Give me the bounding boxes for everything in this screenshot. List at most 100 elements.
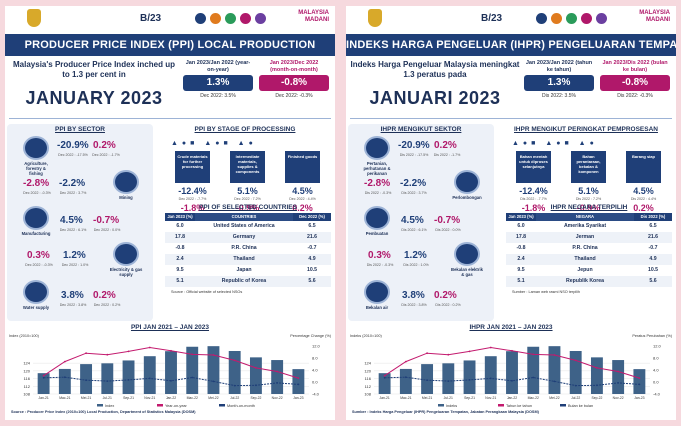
sector-agriculture-mom-prev: Dec 2022 : -1.7% <box>92 153 120 157</box>
stage-finished-label: Finished goods <box>285 151 320 183</box>
cell-country: Jepun <box>577 267 593 273</box>
cell-jan: -0.8 <box>175 245 185 251</box>
right-tick-label: -4.0 <box>653 392 661 397</box>
sector-mining-yoy: -2.8% <box>364 178 391 189</box>
mom-line-point <box>42 376 45 379</box>
yoy-line-point <box>191 353 194 356</box>
left-axis-label: Index (2010=100) <box>9 334 40 338</box>
index-bar <box>612 360 625 394</box>
legend-label: Year-on-year <box>165 404 188 408</box>
agency-logo-icon <box>581 13 592 24</box>
cell-dec: 4.9 <box>308 256 316 262</box>
ppi-combo-chart: Index (2010=100) Percentage Change (%) 124… <box>9 334 332 408</box>
x-tick-label: Nov-22 <box>272 396 283 400</box>
cell-jan: 6.0 <box>517 223 525 229</box>
sector-mining-yoy-prev: Dec 2022 : -0.3% <box>23 191 51 195</box>
left-axis-label: Indeks (2010=100) <box>350 334 383 338</box>
index-bar <box>228 350 241 394</box>
sector-water-mom-prev: Dis 2022 : 0.2% <box>435 303 461 307</box>
legend-label: Bulan ke bulan <box>568 404 593 408</box>
left-tick-label: 120 <box>23 368 30 373</box>
index-bar <box>186 346 199 394</box>
section-divider <box>9 118 331 119</box>
yoy-line-point <box>106 353 109 356</box>
yoy-line-point <box>63 360 66 363</box>
sector-section-title: PPI BY SECTOR <box>55 126 105 133</box>
index-bar <box>548 346 561 394</box>
x-tick-label: Mac-21 <box>59 396 70 400</box>
yoy-line-point <box>404 360 407 363</box>
source-note: Source : Producer Price Index (2010=100)… <box>11 410 196 414</box>
sector-agriculture-yoy-prev: Dec 2022 : -17.5% <box>58 153 88 157</box>
table-row: 2.4 Thailand 4.9 <box>506 254 672 265</box>
countries-table: IHPR NEGARA TERPILIH Jan 2023 (%) NEGARA… <box>506 204 672 287</box>
kpi-year-on-year: Jan 2023/Jan 2022 (year-on-year) 1.3% De… <box>183 60 253 99</box>
table-row: 5.1 Republik Korea 5.6 <box>506 276 672 287</box>
right-tick-label: 8.0 <box>653 356 659 361</box>
sector-electricity-yoy: 0.3% <box>368 250 391 261</box>
sector-label-electricity: Electricity & gas supply <box>109 267 143 277</box>
mom-line-point <box>297 383 300 386</box>
cell-jan: 5.1 <box>176 278 184 284</box>
index-bar <box>165 351 177 394</box>
mom-line-point <box>85 379 87 382</box>
x-tick-label: Jul-22 <box>571 396 580 400</box>
stage-section-title: PPI BY STAGE OF PROCESSING <box>194 126 296 133</box>
cell-dec: 4.9 <box>649 256 657 262</box>
agency-logo-icon <box>240 13 251 24</box>
left-tick-label: 120 <box>364 368 371 373</box>
dosm-logo-icon <box>536 13 547 24</box>
malaysia-madani-logo: MALAYSIA MADANI <box>639 10 670 23</box>
x-tick-label: Sep-22 <box>591 396 602 400</box>
x-tick-label: Jul-22 <box>230 396 239 400</box>
table-row: 9.5 Japan 10.5 <box>165 265 331 276</box>
bm23-logo: B/23 <box>481 13 503 24</box>
sector-mining-yoy-prev: Dis 2022 : -0.3% <box>364 191 392 195</box>
table-row: 6.0 United States of America 6.5 <box>165 221 331 232</box>
x-tick-label: Sep-21 <box>123 396 134 400</box>
chart-title: PPI JAN 2021 – JAN 2023 <box>130 324 210 331</box>
infographic-panel-malay: B/23 MALAYSIA MADANI INDEKS HARGA PENGEL… <box>346 6 676 420</box>
stage-intermediate-label: Bahan perantaraan, bekalan & komponen <box>571 151 606 183</box>
x-tick-label: Nov-22 <box>613 396 624 400</box>
countries-table: PPI OF SELECTED COUNTRIES Jan 2023 (%) C… <box>165 204 331 287</box>
kpi-mom-label: Jan 2023/Dec 2022 (month-on-month) <box>269 60 319 73</box>
mom-line-point <box>532 376 535 379</box>
sector-water-yoy: 3.8% <box>402 290 425 301</box>
right-tick-label: 8.0 <box>312 356 318 361</box>
kpi-yoy-value: 1.3% <box>524 75 594 91</box>
government-crest-icon <box>27 9 41 27</box>
mom-line-point <box>383 376 386 379</box>
mom-line-point <box>233 384 236 387</box>
reference-month: JANUARY 2023 <box>25 88 163 108</box>
yoy-line-point <box>170 349 172 352</box>
legend-swatch <box>157 404 163 407</box>
legend-label: Month-on-month <box>227 404 255 408</box>
yoy-line-point <box>42 374 45 377</box>
cell-country: Japan <box>236 267 252 273</box>
sector-label-manufacturing: Manufacturing <box>21 231 51 236</box>
col-country: COUNTRIES <box>195 213 293 221</box>
sector-water-mom: 0.2% <box>93 290 116 301</box>
kpi-mom-value: -0.8% <box>259 75 329 91</box>
cell-country: United States of America <box>213 223 275 229</box>
sector-agriculture-mom-prev: Dis 2022 : -1.7% <box>433 153 461 157</box>
index-bar <box>399 368 412 394</box>
cell-dec: -0.7 <box>648 245 658 251</box>
countries-table-body: 6.0 Amerika Syarikat 6.5 17.8 Jerman 21.6 -0… <box>506 221 672 287</box>
stage-intermediate-yoy-prev: Dis 2022 : 7.2% <box>575 197 602 201</box>
sector-manufacturing-mom: -0.7% <box>434 215 461 226</box>
right-tick-label: -4.0 <box>312 392 320 397</box>
x-tick-label: Jan-21 <box>379 396 389 400</box>
index-bar <box>80 364 93 394</box>
partner-logo-icon <box>596 13 607 24</box>
stage-finished-label: Barang siap <box>626 151 661 183</box>
cell-jan: 9.5 <box>176 267 184 273</box>
mom-line-point <box>553 380 556 383</box>
cell-jan: 2.4 <box>176 256 184 262</box>
reference-month: JANUARI 2023 <box>369 88 501 108</box>
yoy-line-point <box>617 370 620 373</box>
electricity-tower-icon <box>113 242 139 266</box>
cell-jan: 2.4 <box>517 256 525 262</box>
x-tick-label: Jan-22 <box>166 396 176 400</box>
